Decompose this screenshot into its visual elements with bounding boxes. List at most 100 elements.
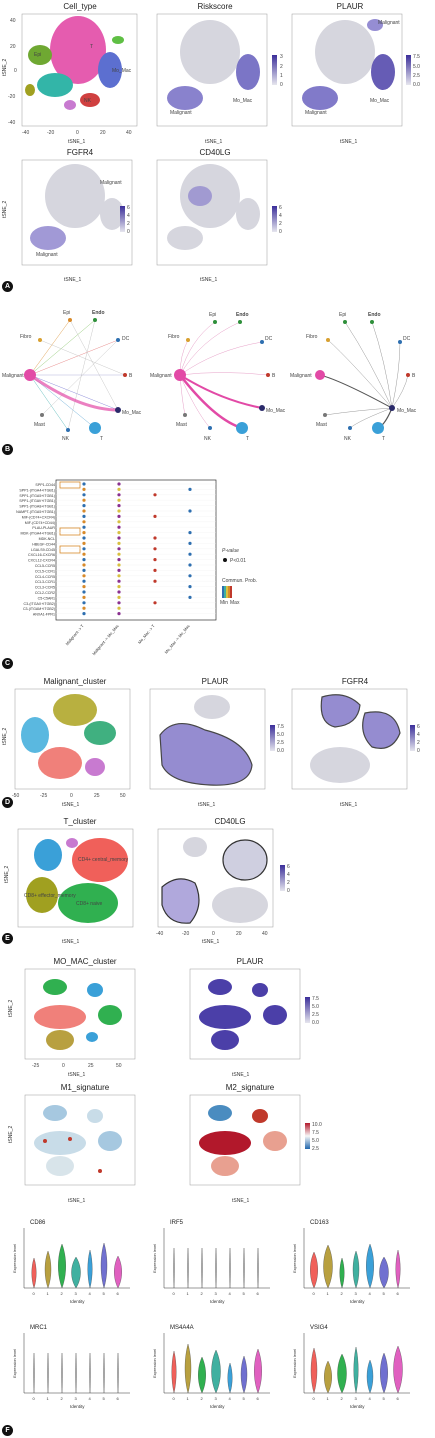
- cell-annot-epi: Epi: [34, 52, 41, 58]
- violin-identity: 1: [47, 1291, 50, 1296]
- risk-scale-1: 1: [280, 73, 283, 79]
- b1-node-mast: Mast: [34, 422, 45, 428]
- violin-identity: 2: [341, 1396, 344, 1401]
- bubble-dot: [188, 552, 192, 556]
- risk-scale-3: 3: [280, 54, 283, 60]
- violin-identity: 4: [229, 1291, 232, 1296]
- a-ylabel: tSNE_2: [2, 59, 8, 76]
- bubble-dot: [117, 509, 121, 513]
- legend-prob-min: Min: [220, 600, 228, 606]
- bubble-dot: [188, 595, 192, 599]
- bubble-row-label: SPP1-CD44: [35, 483, 55, 487]
- violin-shape: [117, 1352, 119, 1394]
- panel-e: T_cluster CD40LG CD4+ central_memory CD8…: [0, 815, 435, 945]
- violin-ylabel: Expression level: [152, 1244, 157, 1273]
- bubble-dot: [117, 574, 121, 578]
- violin-shape: [366, 1359, 374, 1394]
- bubble-dot: [117, 612, 121, 616]
- b1-node-b: B: [129, 373, 133, 379]
- violin-shape: [380, 1352, 388, 1394]
- plaur-scale-75: 7.5: [413, 54, 420, 60]
- bubble-dot: [82, 541, 86, 545]
- violin-ylabel: Expression level: [292, 1349, 297, 1378]
- bubble-dot: [82, 563, 86, 567]
- b1-node-fibro: Fibro: [20, 334, 32, 340]
- bubble-dot: [117, 590, 121, 594]
- violin-identity: 5: [243, 1396, 246, 1401]
- network-all: Epi Endo DC B Mo_Mac T NK Mast Malignant…: [2, 310, 142, 442]
- legend-pvalue-title: P-value: [222, 548, 239, 554]
- b2-node-t: T: [246, 436, 249, 442]
- a-xlabel-1: tSNE_1: [68, 139, 85, 145]
- a-xtick-4: 20: [100, 130, 106, 136]
- plot-title-cd40lg: CD40LG: [199, 148, 231, 157]
- violin-ylabel: Expression level: [12, 1349, 17, 1378]
- bubble-col-label: Mo_Mac -> Mo_Mac: [163, 623, 190, 654]
- violin-shape: [240, 1355, 248, 1394]
- violin-title: MS4A4A: [170, 1325, 194, 1331]
- violin-plot-irf5: IRF5 Expression level 0 1 2 3 4 5 6 Identity: [152, 1220, 270, 1304]
- bubble-dot: [82, 531, 86, 535]
- b2-node-dc: DC: [265, 336, 273, 342]
- violin-shape: [310, 1251, 318, 1289]
- bubble-dot: [82, 547, 86, 551]
- f-xlabel-1: tSNE_1: [68, 1072, 85, 1078]
- d-xlabel-3: tSNE_1: [340, 802, 357, 808]
- bubble-dot: [117, 498, 121, 502]
- violin-xlabel: Identity: [350, 1299, 365, 1304]
- bubble-dot: [188, 541, 192, 545]
- d-plaur-scale-00: 0.0: [277, 748, 284, 754]
- f-xlabel-2: tSNE_1: [232, 1072, 249, 1078]
- violin-shape: [31, 1257, 37, 1289]
- violin-shape: [379, 1256, 389, 1289]
- violin-shape: [353, 1346, 359, 1394]
- plot-title-fgfr4: FGFR4: [66, 148, 94, 157]
- violin-shape: [324, 1360, 332, 1394]
- violin-shape: [310, 1347, 318, 1394]
- f-plaur-scale-25: 2.5: [312, 1012, 319, 1018]
- plaur-annot-malignant-2: Malignant: [305, 110, 327, 116]
- violin-identity: 5: [383, 1396, 386, 1401]
- legend-prob-max: Max: [230, 600, 240, 606]
- violin-identity: 0: [33, 1291, 36, 1296]
- bubble-row-label: HBEGF-CD44: [32, 542, 55, 546]
- violin-shape: [215, 1247, 217, 1289]
- bubble-dot: [117, 579, 121, 583]
- violin-shape: [323, 1244, 333, 1289]
- violin-shape: [257, 1247, 259, 1289]
- violin-shape: [75, 1352, 77, 1394]
- bubble-row-label: C3-(ITGAM+ITGB2): [23, 607, 55, 611]
- risk-annot-malignant: Malignant: [170, 110, 192, 116]
- e-xlabel-1: tSNE_1: [62, 939, 79, 945]
- d-xtick-5: 50: [120, 793, 126, 799]
- bubble-col-label: Malignant -> Mo_Mac: [91, 623, 120, 656]
- f-ylabel: tSNE_2: [8, 1000, 14, 1017]
- violin-identity: 6: [257, 1291, 260, 1296]
- violin-shape: [61, 1352, 63, 1394]
- f-plaur-scale-50: 5.0: [312, 1004, 319, 1010]
- violin-shape: [201, 1247, 203, 1289]
- violin-shape: [171, 1350, 177, 1394]
- bubble-dot: [153, 601, 157, 605]
- violin-shape: [352, 1250, 360, 1289]
- violin-identity: 5: [243, 1291, 246, 1296]
- e-scale-6: 6: [287, 864, 290, 870]
- violin-identity: 4: [229, 1396, 232, 1401]
- violin-plot-cd86: CD86 Expression level 0 1 2 3 4 5 6 Identity: [12, 1220, 130, 1304]
- plot-title-riskscore: Riskscore: [197, 2, 233, 11]
- bubble-dot: [117, 606, 121, 610]
- panel-c: SPP1-CD44 SPP1-(ITGA4+ITGB1) SPP1-(ITGA5+I…: [0, 470, 435, 670]
- bubble-dot: [117, 558, 121, 562]
- bubble-dot: [188, 509, 192, 513]
- violin-shape: [87, 1249, 93, 1289]
- violin-identity: 2: [61, 1291, 64, 1296]
- a-ytick-5: -40: [8, 120, 15, 126]
- cell-annot-t: T: [90, 44, 93, 50]
- bubble-dot: [153, 579, 157, 583]
- f-title-mo-mac-cluster: MO_MAC_cluster: [53, 957, 117, 966]
- bubble-dot: [82, 612, 86, 616]
- b3-node-t: T: [382, 436, 385, 442]
- b1-node-t: T: [100, 436, 103, 442]
- e-xtick-5: 40: [262, 931, 268, 937]
